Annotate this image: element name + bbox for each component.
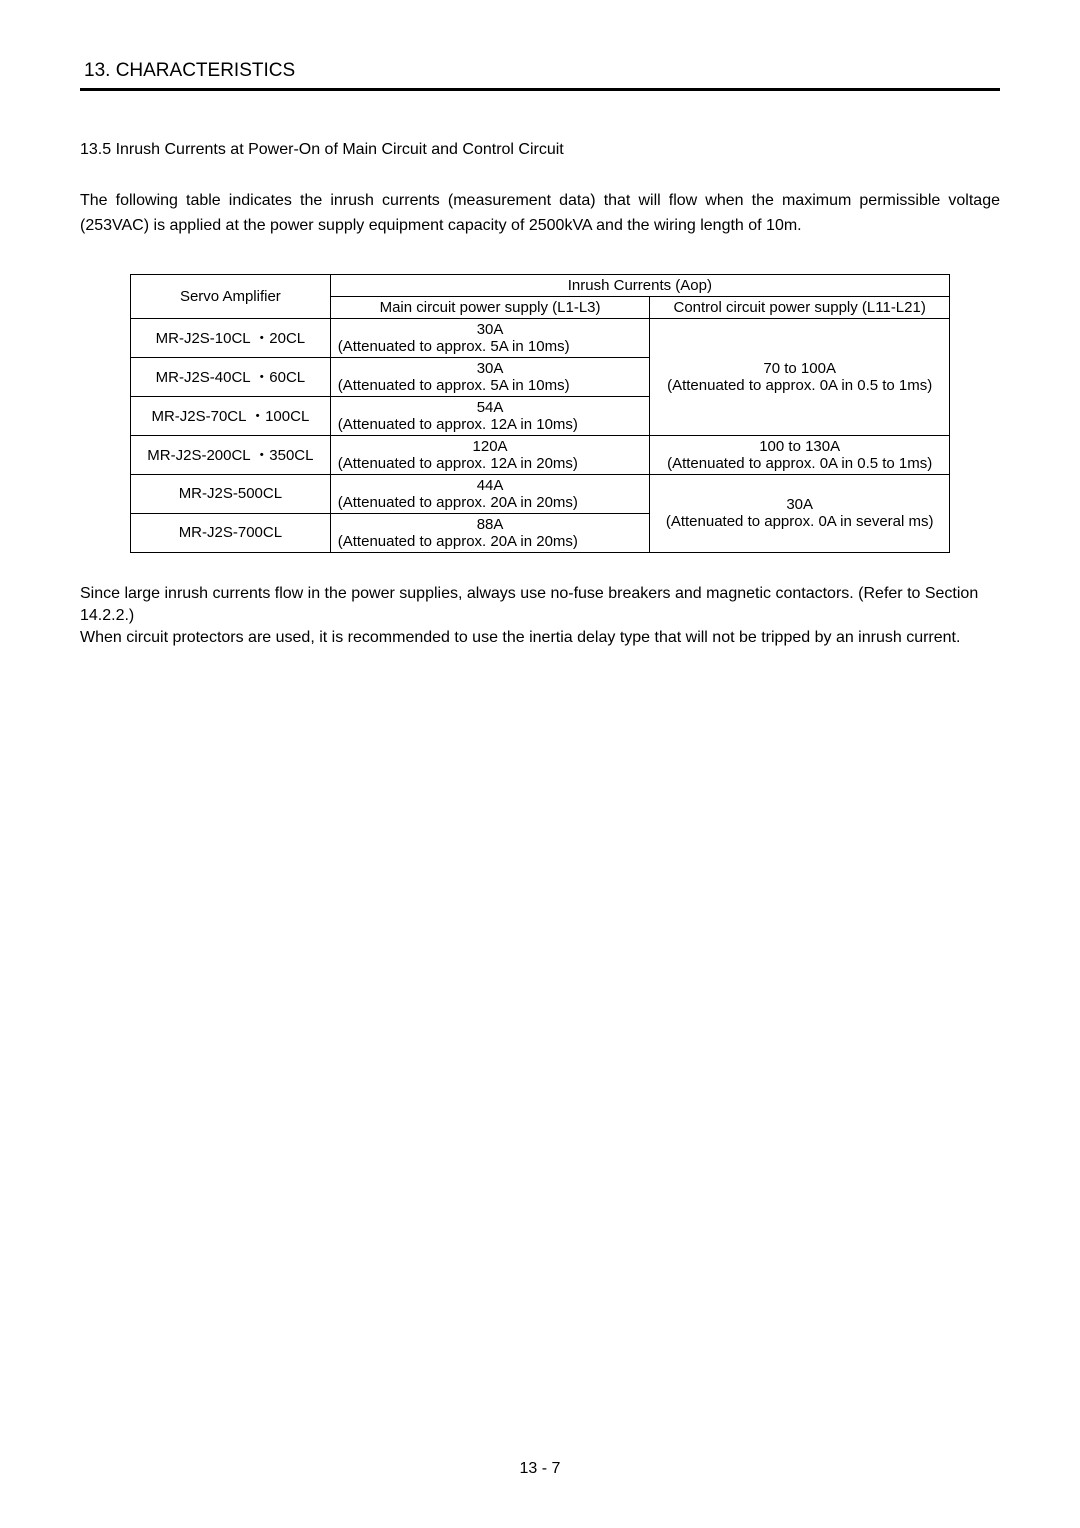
- bottom-line-2: When circuit protectors are used, it is …: [80, 629, 960, 646]
- header-inrush-currents: Inrush Currents (Aop): [330, 274, 949, 296]
- main-val: 88A: [337, 516, 644, 533]
- main-note: (Attenuated to approx. 5A in 10ms): [337, 338, 644, 355]
- subsection-title: 13.5 Inrush Currents at Power-On of Main…: [80, 141, 1000, 159]
- control-val: 70 to 100A: [656, 360, 943, 377]
- main-val: 30A: [337, 321, 644, 338]
- table-cell-main: 30A (Attenuated to approx. 5A in 10ms): [330, 318, 650, 357]
- main-note: (Attenuated to approx. 5A in 10ms): [337, 377, 644, 394]
- table-cell-main: 88A (Attenuated to approx. 20A in 20ms): [330, 513, 650, 552]
- table-cell-amplifier: MR-J2S-500CL: [131, 474, 331, 513]
- horizontal-rule: [80, 88, 1000, 91]
- table-cell-main: 54A (Attenuated to approx. 12A in 10ms): [330, 396, 650, 435]
- main-val: 44A: [337, 477, 644, 494]
- table-cell-main: 30A (Attenuated to approx. 5A in 10ms): [330, 357, 650, 396]
- bottom-paragraph: Since large inrush currents flow in the …: [80, 583, 1000, 650]
- main-note: (Attenuated to approx. 20A in 20ms): [337, 533, 644, 550]
- main-note: (Attenuated to approx. 20A in 20ms): [337, 494, 644, 511]
- control-note: (Attenuated to approx. 0A in 0.5 to 1ms): [656, 455, 943, 472]
- control-note: (Attenuated to approx. 0A in 0.5 to 1ms): [656, 377, 943, 394]
- control-note: (Attenuated to approx. 0A in several ms): [656, 513, 943, 530]
- table-cell-control: 70 to 100A (Attenuated to approx. 0A in …: [650, 318, 950, 435]
- table-cell-amplifier: MR-J2S-70CL ・100CL: [131, 396, 331, 435]
- main-val: 30A: [337, 360, 644, 377]
- table-cell-amplifier: MR-J2S-40CL ・60CL: [131, 357, 331, 396]
- main-note: (Attenuated to approx. 12A in 10ms): [337, 416, 644, 433]
- header-main-circuit: Main circuit power supply (L1-L3): [330, 296, 650, 318]
- chapter-title: 13. CHARACTERISTICS: [80, 60, 1000, 82]
- table-cell-amplifier: MR-J2S-10CL ・20CL: [131, 318, 331, 357]
- table-cell-main: 120A (Attenuated to approx. 12A in 20ms): [330, 435, 650, 474]
- table-cell-main: 44A (Attenuated to approx. 20A in 20ms): [330, 474, 650, 513]
- table-cell-amplifier: MR-J2S-700CL: [131, 513, 331, 552]
- page-number: 13 - 7: [0, 1460, 1080, 1478]
- inrush-currents-table: Servo Amplifier Inrush Currents (Aop) Ma…: [130, 274, 950, 553]
- header-control-circuit: Control circuit power supply (L11-L21): [650, 296, 950, 318]
- intro-paragraph: The following table indicates the inrush…: [80, 189, 1000, 239]
- main-val: 54A: [337, 399, 644, 416]
- table-cell-amplifier: MR-J2S-200CL ・350CL: [131, 435, 331, 474]
- main-note: (Attenuated to approx. 12A in 20ms): [337, 455, 644, 472]
- control-val: 30A: [656, 496, 943, 513]
- control-val: 100 to 130A: [656, 438, 943, 455]
- main-val: 120A: [337, 438, 644, 455]
- header-servo-amplifier: Servo Amplifier: [131, 274, 331, 318]
- table-cell-control: 30A (Attenuated to approx. 0A in several…: [650, 474, 950, 552]
- bottom-line-1: Since large inrush currents flow in the …: [80, 585, 978, 624]
- table-cell-control: 100 to 130A (Attenuated to approx. 0A in…: [650, 435, 950, 474]
